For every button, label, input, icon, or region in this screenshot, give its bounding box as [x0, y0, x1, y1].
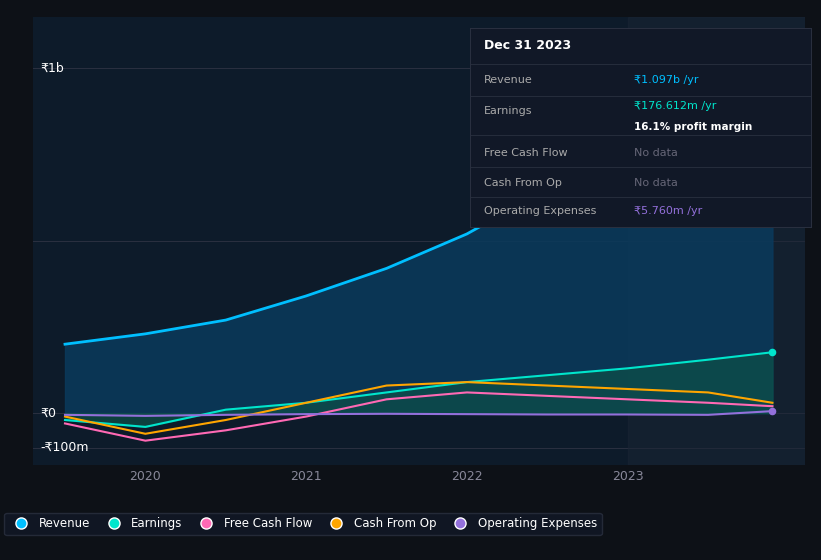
- Text: -₹100m: -₹100m: [40, 441, 89, 454]
- Text: Revenue: Revenue: [484, 74, 533, 85]
- Text: No data: No data: [634, 178, 678, 188]
- Text: ₹1.097b /yr: ₹1.097b /yr: [634, 74, 699, 85]
- Text: ₹0: ₹0: [40, 407, 57, 419]
- Text: Cash From Op: Cash From Op: [484, 178, 562, 188]
- Text: Free Cash Flow: Free Cash Flow: [484, 148, 567, 158]
- Point: [766, 31, 779, 40]
- Text: ₹5.760m /yr: ₹5.760m /yr: [634, 206, 702, 216]
- Text: ₹1b: ₹1b: [40, 62, 64, 75]
- Text: Earnings: Earnings: [484, 106, 533, 116]
- Bar: [628, 17, 805, 465]
- Text: Operating Expenses: Operating Expenses: [484, 206, 596, 216]
- Text: ₹176.612m /yr: ₹176.612m /yr: [634, 101, 717, 110]
- Text: Dec 31 2023: Dec 31 2023: [484, 39, 571, 53]
- Text: No data: No data: [634, 148, 678, 158]
- Point: [766, 348, 779, 357]
- Legend: Revenue, Earnings, Free Cash Flow, Cash From Op, Operating Expenses: Revenue, Earnings, Free Cash Flow, Cash …: [4, 512, 602, 535]
- Point: [766, 407, 779, 416]
- Text: 16.1% profit margin: 16.1% profit margin: [634, 123, 752, 132]
